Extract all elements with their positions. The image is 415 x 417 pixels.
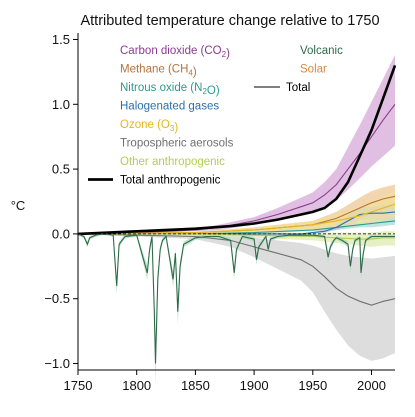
o3-band bbox=[78, 191, 395, 234]
legend-item-halo: Halogenated gases bbox=[120, 101, 219, 113]
legend-item-anth: Total anthropogenic bbox=[120, 175, 221, 187]
legend-item-solar: Solar bbox=[300, 64, 327, 76]
chart-title: Attributed temperature change relative t… bbox=[80, 13, 379, 29]
legend-label-part: Total anthropogenic bbox=[120, 175, 221, 187]
legend-item-aer: Tropospheric aerosols bbox=[120, 138, 234, 150]
legend-label-part: ) bbox=[174, 122, 178, 134]
x-tick-label: 1750 bbox=[64, 378, 93, 393]
aer-line bbox=[77, 233, 396, 306]
x-tick-label: 1850 bbox=[181, 378, 210, 393]
x-tick-label: 1950 bbox=[298, 378, 327, 393]
series-lines bbox=[77, 64, 397, 364]
legend-item-o3: Ozone (O3) bbox=[120, 119, 178, 134]
x-tick-label: 2000 bbox=[357, 378, 386, 393]
legend-left: Carbon dioxide (CO2)Methane (CH4)Nitrous… bbox=[88, 45, 234, 187]
legend-label-part: 2 bbox=[202, 87, 207, 96]
legend-item-co2: Carbon dioxide (CO2) bbox=[120, 45, 230, 60]
legend-label-part: 3 bbox=[170, 124, 175, 133]
y-tick-label: −0.5 bbox=[44, 291, 70, 306]
axes: 1750 1800 1850 1900 1950 2000 1.5 1.0 0.5 0.0 −0.5… bbox=[44, 32, 395, 393]
legend-item-oth: Other anthropogenic bbox=[120, 156, 225, 168]
legend-item-total: Total bbox=[286, 82, 310, 94]
legend-label-part: ) bbox=[193, 67, 197, 79]
y-tick-label: 1.0 bbox=[52, 97, 70, 112]
x-tick-label: 1900 bbox=[240, 378, 269, 393]
y-tick-label: −1.0 bbox=[44, 356, 70, 371]
legend-right: Volcanic Solar Total bbox=[254, 45, 343, 94]
aer-band bbox=[78, 233, 395, 361]
legend-label-part: 4 bbox=[188, 69, 193, 78]
y-axis-label: °C bbox=[11, 198, 26, 213]
legend-label-part: Nitrous oxide (N bbox=[120, 82, 202, 94]
legend-label-part: Carbon dioxide (CO bbox=[120, 45, 222, 57]
legend-label-part: Tropospheric aerosols bbox=[120, 138, 234, 150]
legend-label-part: Methane (CH bbox=[120, 64, 188, 76]
y-tick-label: 0.5 bbox=[52, 162, 70, 177]
y-tick-label: 0.0 bbox=[52, 226, 70, 241]
legend-label-part: Other anthropogenic bbox=[120, 156, 225, 168]
legend-label-part: Ozone (O bbox=[120, 119, 170, 131]
legend-label-part: ) bbox=[226, 48, 230, 60]
legend-label-part: Halogenated gases bbox=[120, 101, 219, 113]
y-tick-label: 1.5 bbox=[52, 32, 70, 47]
legend-label-part: O) bbox=[207, 85, 220, 97]
legend-item-ch4: Methane (CH4) bbox=[120, 64, 197, 79]
legend-label-part: 2 bbox=[222, 50, 227, 59]
halo-line bbox=[78, 211, 396, 235]
anth-line bbox=[77, 64, 397, 236]
volcanic-line bbox=[77, 233, 395, 364]
legend-item-volc: Volcanic bbox=[300, 45, 343, 57]
legend-item-n2o: Nitrous oxide (N2O) bbox=[120, 82, 220, 97]
x-tick-label: 1800 bbox=[122, 378, 151, 393]
o3-line bbox=[77, 203, 396, 235]
